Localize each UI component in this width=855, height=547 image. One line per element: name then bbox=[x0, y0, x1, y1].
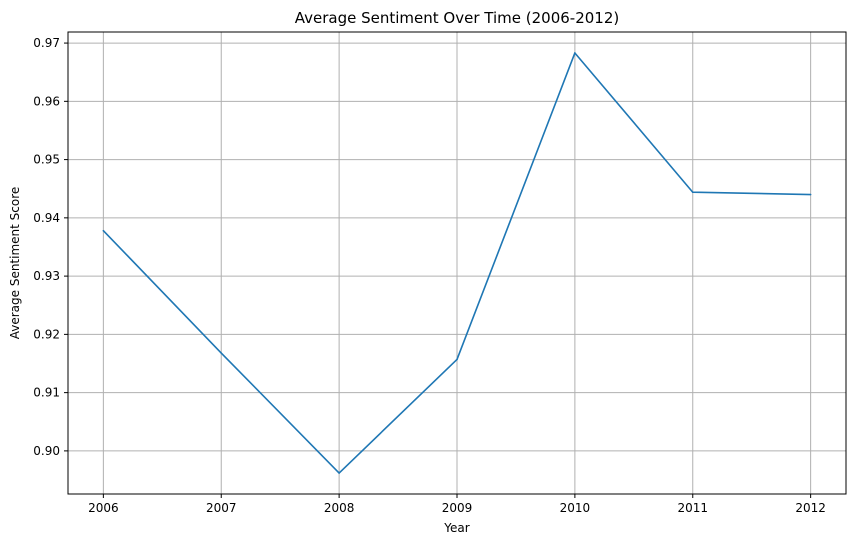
y-tick-label: 0.97 bbox=[33, 36, 60, 50]
x-tick-label: 2009 bbox=[442, 501, 473, 515]
data-point bbox=[691, 191, 694, 194]
y-axis: 0.90 0.91 0.92 0.93 0.94 0.95 0.96 0.97 bbox=[33, 36, 68, 458]
x-tick-label: 2006 bbox=[88, 501, 119, 515]
data-point bbox=[456, 358, 458, 361]
y-tick-label: 0.94 bbox=[33, 211, 60, 225]
x-tick-label: 2012 bbox=[795, 501, 826, 515]
y-tick-label: 0.92 bbox=[33, 327, 60, 341]
data-point bbox=[809, 193, 812, 196]
x-axis-label: Year bbox=[443, 521, 469, 535]
y-tick-label: 0.91 bbox=[33, 386, 60, 400]
data-point bbox=[220, 352, 223, 354]
y-tick-label: 0.95 bbox=[33, 153, 60, 167]
data-point bbox=[102, 229, 105, 232]
chart-title: Average Sentiment Over Time (2006-2012) bbox=[295, 9, 619, 27]
grid-lines bbox=[68, 32, 846, 494]
x-tick-label: 2011 bbox=[677, 501, 708, 515]
x-tick-label: 2007 bbox=[206, 501, 237, 515]
x-tick-label: 2008 bbox=[324, 501, 355, 515]
x-axis: 2006 2007 2008 2009 2010 2011 2012 bbox=[88, 494, 826, 515]
series-group bbox=[102, 52, 812, 474]
y-axis-label: Average Sentiment Score bbox=[8, 187, 22, 340]
data-point bbox=[574, 52, 576, 54]
y-tick-label: 0.93 bbox=[33, 269, 60, 283]
y-tick-label: 0.96 bbox=[33, 94, 60, 108]
data-point bbox=[338, 472, 340, 474]
y-tick-label: 0.90 bbox=[33, 444, 60, 458]
x-tick-label: 2010 bbox=[560, 501, 591, 515]
